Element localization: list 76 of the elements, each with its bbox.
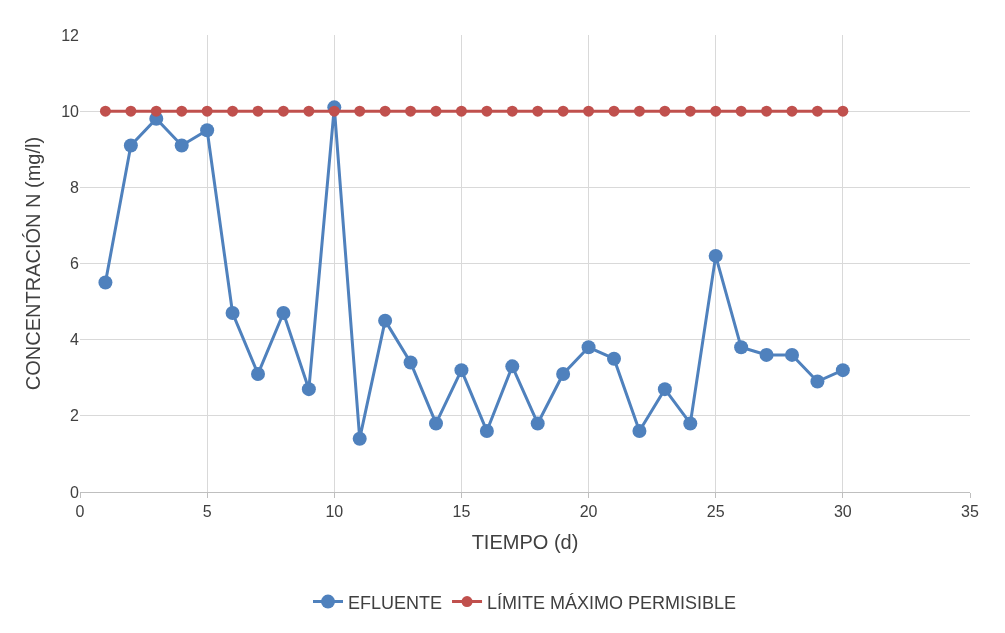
point <box>532 105 544 117</box>
y-tick-label: 8 <box>70 178 80 196</box>
point <box>837 105 849 117</box>
point <box>378 313 393 328</box>
point <box>583 105 595 117</box>
point <box>633 105 645 117</box>
y-tick-label: 2 <box>70 407 80 425</box>
x-tick-label: 30 <box>833 503 852 521</box>
point <box>786 105 798 117</box>
point <box>276 306 291 320</box>
point <box>99 105 111 117</box>
point <box>125 105 137 117</box>
point <box>835 363 850 378</box>
point <box>252 105 264 117</box>
point <box>379 105 391 117</box>
point <box>810 374 825 389</box>
point <box>734 340 749 355</box>
x-tick-label: 25 <box>706 503 725 521</box>
y-tick-label: 6 <box>70 255 80 273</box>
point <box>684 105 696 117</box>
point <box>227 105 239 117</box>
y-tick-label: 12 <box>61 26 80 44</box>
point <box>251 366 265 381</box>
point <box>506 105 518 117</box>
point <box>608 105 620 117</box>
point <box>708 248 723 263</box>
legend-label: EFLUENTE <box>348 592 443 613</box>
point <box>174 138 189 153</box>
point <box>479 424 494 439</box>
point <box>354 105 366 117</box>
y-axis-title: CONCENTRACIÓN N (mg/l) <box>21 136 44 391</box>
point <box>657 382 672 397</box>
point <box>176 105 188 117</box>
point <box>481 105 493 117</box>
point <box>352 431 367 446</box>
point <box>505 359 520 374</box>
x-tick-label: 20 <box>579 503 598 521</box>
point <box>557 105 569 117</box>
point <box>811 105 823 117</box>
point <box>455 105 467 117</box>
point <box>200 123 215 138</box>
point <box>759 347 774 362</box>
y-tick-label: 4 <box>70 331 80 349</box>
point <box>632 424 647 439</box>
point <box>430 105 442 117</box>
x-tick-label: 35 <box>961 503 979 521</box>
point <box>530 416 545 431</box>
y-tick-label: 10 <box>61 102 80 120</box>
point <box>201 105 213 117</box>
x-tick-label: 15 <box>452 503 471 521</box>
point <box>301 382 316 397</box>
point <box>454 363 469 378</box>
point <box>785 347 799 362</box>
x-axis-title: TIEMPO (d) <box>471 530 579 553</box>
point <box>328 105 340 117</box>
point <box>98 275 113 290</box>
point <box>607 351 621 366</box>
point <box>683 416 698 431</box>
point <box>150 105 162 117</box>
point <box>556 366 571 381</box>
point <box>659 105 671 117</box>
y-tick-label: 0 <box>70 483 80 501</box>
point <box>403 355 418 370</box>
point <box>303 105 315 117</box>
point <box>225 306 240 320</box>
x-tick-label: 5 <box>202 503 212 521</box>
point <box>581 340 596 355</box>
legend-label: LÍMITE MÁXIMO PERMISIBLE <box>487 592 737 613</box>
point <box>277 105 289 117</box>
x-tick-label: 10 <box>325 503 344 521</box>
point <box>429 416 443 431</box>
point <box>710 105 722 117</box>
point <box>735 105 747 117</box>
point <box>123 138 138 153</box>
point <box>761 105 773 117</box>
point <box>405 105 417 117</box>
